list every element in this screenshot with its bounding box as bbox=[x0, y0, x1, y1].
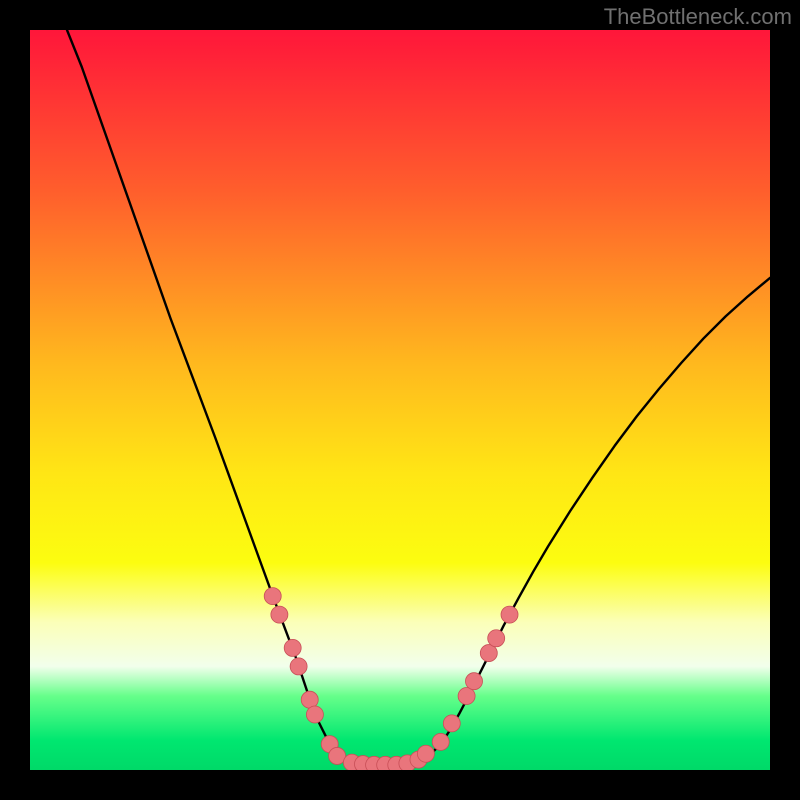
data-marker bbox=[466, 673, 483, 690]
data-marker bbox=[501, 606, 518, 623]
data-marker bbox=[264, 588, 281, 605]
data-marker bbox=[417, 745, 434, 762]
data-marker bbox=[284, 639, 301, 656]
chart-svg bbox=[30, 30, 770, 770]
chart-canvas: TheBottleneck.com bbox=[0, 0, 800, 800]
plot-area bbox=[30, 30, 770, 770]
data-marker bbox=[443, 715, 460, 732]
watermark-text: TheBottleneck.com bbox=[604, 4, 792, 30]
data-marker bbox=[458, 688, 475, 705]
data-marker bbox=[480, 645, 497, 662]
data-marker bbox=[306, 706, 323, 723]
gradient-background bbox=[30, 30, 770, 770]
data-marker bbox=[488, 630, 505, 647]
data-marker bbox=[271, 606, 288, 623]
data-marker bbox=[290, 658, 307, 675]
data-marker bbox=[432, 733, 449, 750]
